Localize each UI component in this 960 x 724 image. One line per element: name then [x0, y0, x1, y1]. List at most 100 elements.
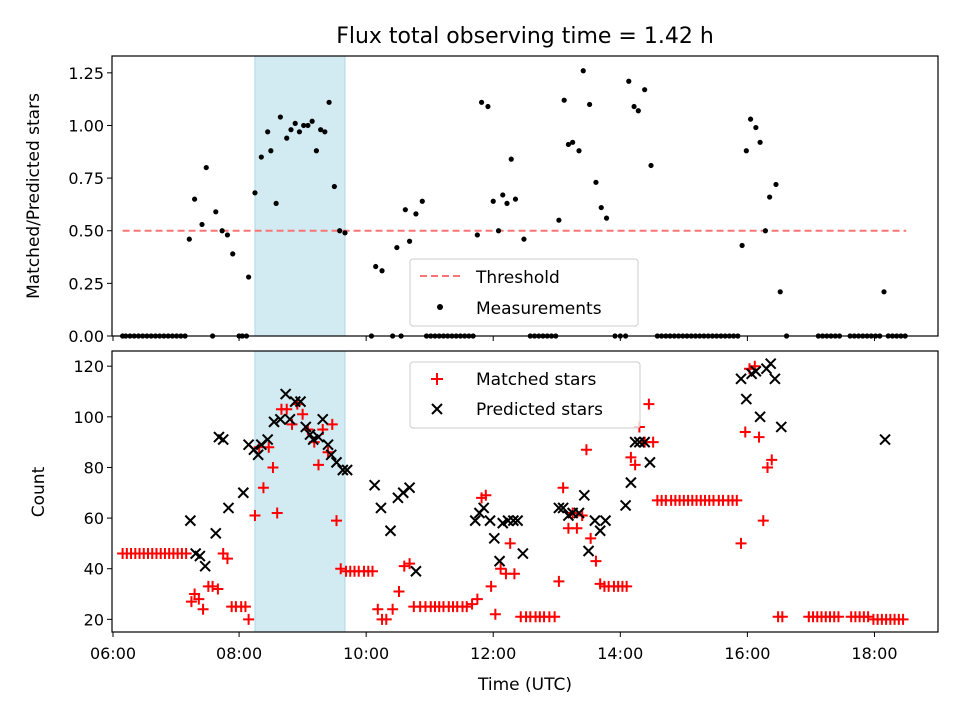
predicted-star-point: [625, 476, 637, 489]
measurement-point: [203, 164, 209, 171]
predicted-star-point: [769, 373, 781, 385]
measurement-point: [337, 228, 343, 234]
top-ytick-label: 0.25: [68, 274, 104, 293]
predicted-star-point: [284, 413, 296, 426]
bottom-xtick-label: 18:00: [851, 644, 897, 663]
measurement-point: [402, 207, 408, 213]
legend-threshold-label: Threshold: [475, 268, 560, 288]
measurement-point: [296, 129, 303, 135]
matched-star-point: [281, 403, 293, 415]
predicted-star-point: [517, 547, 529, 560]
measurement-point: [292, 120, 298, 126]
bottom-ylabel: Count: [29, 466, 49, 517]
predicted-star-point: [194, 550, 206, 562]
matched-star-point: [249, 510, 261, 522]
measurement-point: [265, 129, 271, 135]
measurement-point: [773, 181, 779, 188]
measurement-point: [504, 200, 510, 206]
predicted-star-point: [764, 357, 777, 370]
measurement-point: [521, 236, 527, 242]
bottom-ytick-label: 80: [84, 458, 104, 477]
predicted-star-point: [740, 393, 753, 405]
predicted-star-point: [312, 431, 325, 443]
matched-star-point: [466, 598, 478, 610]
measurement-point: [576, 148, 582, 154]
predicted-star-point: [237, 487, 250, 499]
legend-predicted-label: Predicted stars: [476, 400, 603, 420]
measurement-point: [570, 139, 576, 145]
matched-star-point: [239, 601, 251, 613]
measurement-point: [273, 200, 279, 206]
matched-star-point: [267, 461, 279, 473]
measurement-point: [593, 179, 599, 185]
top-legend: Threshold Measurements: [409, 258, 639, 327]
predicted-star-point: [252, 449, 264, 461]
bottom-xtick-label: 10:00: [343, 644, 389, 663]
matched-star-point: [380, 613, 392, 625]
matched-star-point: [549, 611, 561, 623]
predicted-star-point: [222, 502, 235, 514]
measurement-point: [322, 129, 328, 135]
bottom-xtick-label: 12:00: [470, 644, 516, 663]
legend-measurements-dot-icon: [437, 304, 443, 310]
measurement-point: [252, 190, 258, 196]
measurement-point: [219, 228, 225, 234]
bottom-xtick-label: 06:00: [90, 644, 136, 663]
matched-star-point: [207, 580, 219, 592]
measurement-point: [747, 116, 754, 122]
measurement-point: [598, 204, 604, 211]
predicted-star-point: [619, 499, 632, 512]
measurement-point: [186, 236, 192, 242]
matched-star-point: [485, 580, 497, 592]
predicted-star-point: [488, 532, 500, 545]
bottom-ytick-label: 120: [73, 357, 104, 376]
matched-star-point: [757, 515, 769, 527]
predicted-star-point: [325, 449, 337, 461]
predicted-star-point: [638, 436, 651, 448]
matched-star-point: [625, 451, 637, 463]
predicted-star-point: [629, 436, 641, 448]
matched-star-point: [832, 611, 844, 623]
measurement-point: [556, 217, 562, 223]
measurement-point: [586, 101, 593, 108]
measurement-point: [379, 268, 385, 274]
matched-star-point: [326, 418, 338, 430]
measurement-point: [331, 183, 337, 190]
predicted-star-point: [268, 416, 280, 428]
predicted-star-point: [199, 560, 211, 572]
measurement-point: [199, 221, 205, 228]
predicted-star-point: [274, 413, 287, 426]
measurement-point: [495, 228, 502, 234]
bottom-panel: 20 40 60 80 100 120 06:00 08:00 10:00 12:00 14:00…: [29, 350, 939, 695]
measurement-point: [305, 122, 311, 129]
predicted-star-point: [775, 421, 787, 433]
predicted-star-point: [279, 388, 292, 400]
measurement-point: [485, 103, 491, 110]
predicted-star-point: [410, 565, 422, 577]
measurement-point: [490, 198, 496, 204]
chart-title: Flux total observing time = 1.42 h: [336, 24, 714, 49]
measurement-point: [192, 196, 198, 202]
measurement-point: [512, 196, 519, 202]
matched-star-point: [766, 454, 778, 466]
matched-star-point: [557, 482, 569, 494]
bottom-xtick-label: 16:00: [724, 644, 770, 663]
predicted-star-point: [341, 464, 353, 476]
legend-matched-plus-icon: [431, 373, 443, 385]
measurement-point: [635, 108, 641, 114]
measurement-point: [394, 244, 400, 251]
matched-star-point: [180, 548, 192, 560]
bottom-xtick-label: 14:00: [597, 644, 643, 663]
top-ytick-label: 1.00: [68, 116, 104, 135]
matched-star-point: [739, 426, 751, 438]
measurement-point: [342, 230, 348, 236]
matched-star-point: [762, 461, 774, 473]
matched-star-point: [197, 603, 209, 615]
legend-predicted-x-icon: [431, 403, 443, 415]
matched-star-point: [387, 603, 399, 615]
predicted-star-point: [594, 525, 606, 537]
predicted-star-point: [210, 527, 222, 539]
bottom-ytick-label: 40: [84, 560, 104, 579]
matched-star-point: [489, 608, 501, 620]
measurement-point: [508, 156, 514, 162]
